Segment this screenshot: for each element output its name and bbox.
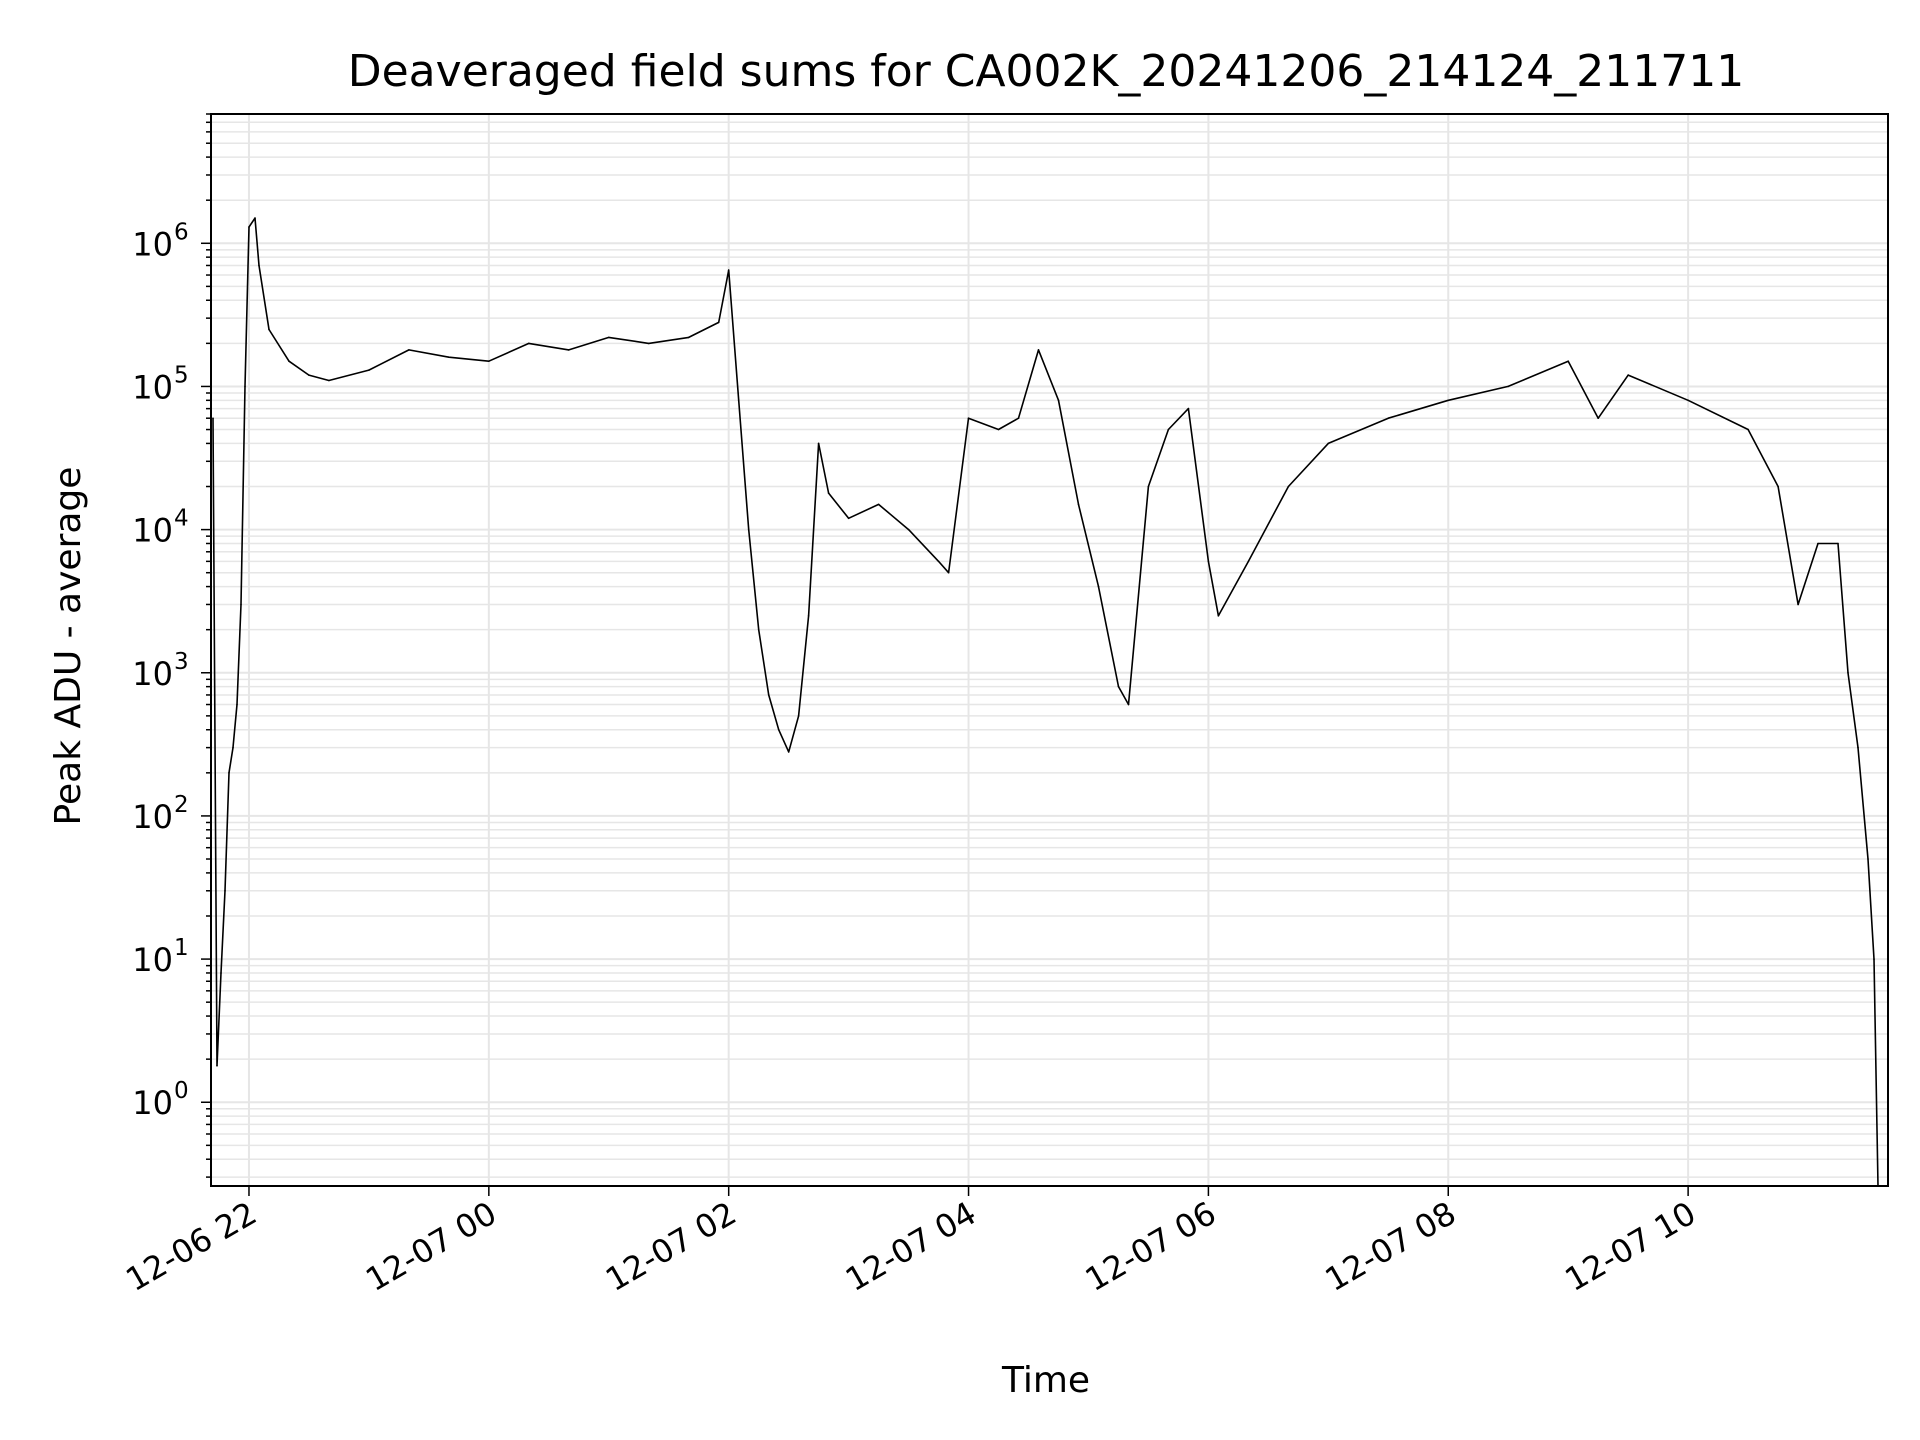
y-tick-label: 10 [132, 368, 173, 406]
data-point [1147, 485, 1150, 488]
data-point [268, 328, 270, 331]
data-point [817, 442, 820, 445]
y-tick-exponent: 6 [174, 219, 189, 245]
y-tick-label: 10 [132, 225, 173, 263]
data-point [1797, 603, 1799, 606]
data-point [1687, 399, 1689, 402]
data-point [244, 385, 246, 388]
data-point [488, 360, 490, 363]
data-point [220, 972, 222, 974]
data-point [1017, 417, 1020, 420]
y-tick-exponent: 0 [174, 1078, 189, 1104]
data-point [212, 417, 214, 420]
data-point [248, 226, 250, 228]
chart-title: Deaveraged field sums for CA002K_2024120… [348, 46, 1745, 97]
data-point [288, 360, 290, 363]
data-point [258, 264, 260, 267]
axes-frame [210, 113, 1889, 1187]
data-point [448, 356, 450, 359]
data-point [240, 603, 242, 606]
data-point [232, 746, 234, 749]
data-point [1387, 417, 1390, 420]
data-point [1037, 349, 1040, 351]
data-point [1207, 560, 1210, 563]
data-point [328, 379, 330, 382]
data-point [368, 369, 370, 371]
data-point [1167, 428, 1170, 431]
y-tick-label: 10 [132, 512, 173, 550]
data-point [408, 349, 410, 351]
data-point [787, 751, 790, 753]
x-axis-title: Time [1001, 1360, 1090, 1401]
data-point [1597, 417, 1599, 420]
data-point [254, 217, 256, 219]
data-point [747, 528, 750, 531]
data-point [224, 890, 226, 892]
data-point [1447, 399, 1450, 402]
data-point [308, 374, 310, 376]
data-point [907, 528, 910, 531]
data-point [236, 703, 238, 706]
data-point [1817, 542, 1819, 545]
data-point [1077, 503, 1080, 506]
data-point [717, 321, 720, 324]
data-point [1287, 485, 1290, 488]
y-tick-exponent: 1 [174, 935, 189, 961]
data-point [1117, 685, 1120, 688]
data-point [1857, 746, 1859, 749]
data-point [1567, 360, 1569, 363]
data-point [1097, 585, 1100, 588]
data-point [797, 715, 800, 717]
data-point [1507, 385, 1509, 388]
data-point [877, 503, 880, 506]
data-point [1057, 399, 1060, 402]
data-point [1873, 958, 1875, 960]
grid-lines [211, 113, 1888, 1186]
data-point [1247, 560, 1250, 563]
data-point [1217, 615, 1220, 617]
data-point [947, 571, 950, 574]
data-point [1627, 374, 1629, 376]
data-point [1837, 542, 1839, 545]
data-point [608, 336, 610, 339]
data-point [1847, 672, 1849, 674]
data-point [967, 417, 970, 420]
data-point [228, 772, 230, 774]
data-point [568, 349, 570, 351]
data-point [807, 615, 810, 617]
data-point [997, 428, 1000, 431]
data-point [827, 492, 830, 494]
y-tick-exponent: 2 [174, 792, 189, 818]
data-point [937, 560, 940, 563]
data-point [1777, 485, 1779, 488]
y-tick-exponent: 5 [174, 362, 189, 388]
data-point [1867, 858, 1869, 860]
data-point [1747, 428, 1749, 431]
data-point [687, 336, 690, 339]
data-point [737, 399, 740, 402]
y-axis-title: Peak ADU - average [48, 467, 89, 826]
y-tick-exponent: 4 [174, 506, 189, 532]
data-point [727, 269, 730, 271]
plot-area [212, 217, 1879, 1186]
y-tick-exponent: 3 [174, 649, 189, 675]
y-tick-label: 10 [132, 798, 173, 836]
data-point [647, 342, 650, 345]
series-line [212, 217, 1879, 1186]
data-point [767, 694, 770, 696]
data-point [1187, 407, 1190, 410]
y-tick-label: 10 [132, 1084, 173, 1122]
data-point [528, 342, 530, 345]
data-point [757, 628, 760, 631]
y-tick-label: 10 [132, 655, 173, 693]
data-point [216, 1064, 218, 1067]
data-point [847, 517, 850, 520]
data-point [777, 728, 780, 731]
y-tick-label: 10 [132, 941, 173, 979]
data-point [1327, 442, 1330, 445]
data-point [1127, 703, 1130, 706]
